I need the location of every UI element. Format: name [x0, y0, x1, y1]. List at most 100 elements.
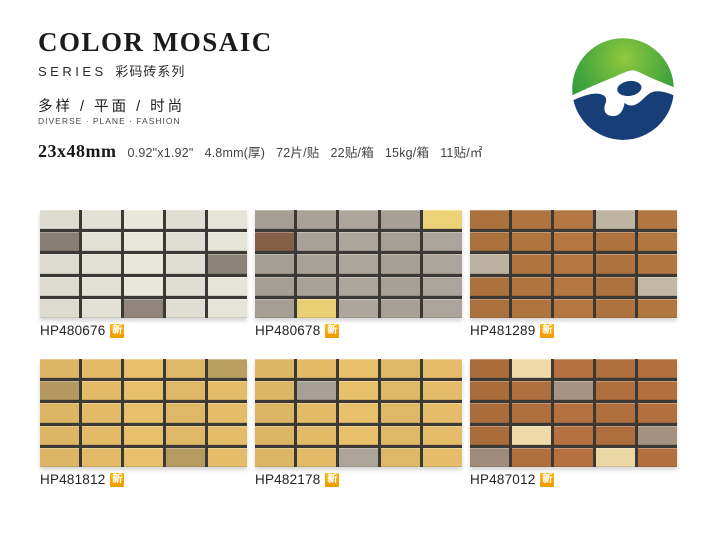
mosaic-tile [82, 381, 121, 401]
mosaic-tile [596, 298, 635, 318]
tagline-en: DIVERSE · PLANE · FASHION [38, 116, 181, 126]
product-code: HP480678 [255, 323, 321, 338]
mosaic-tile [124, 425, 163, 445]
mosaic-tile [470, 359, 509, 379]
mosaic-tile [297, 232, 336, 252]
spec-item: 22贴/箱 [330, 146, 374, 160]
product-code: HP487012 [470, 472, 536, 487]
spec-item: 15kg/箱 [384, 146, 430, 160]
mosaic-tile [40, 425, 79, 445]
mosaic-tile [82, 447, 121, 467]
mosaic-tile [638, 381, 677, 401]
mosaic-tile [470, 425, 509, 445]
new-badge: 新 [110, 323, 125, 338]
mosaic-tile [297, 298, 336, 318]
mosaic-tile [208, 359, 247, 379]
mosaic-tile [40, 403, 79, 423]
series-label: SERIES [38, 64, 107, 79]
mosaic-tile [40, 254, 79, 274]
mosaic-tile [554, 232, 593, 252]
product-caption: HP481289 新 [470, 323, 677, 338]
mosaic-tile [596, 381, 635, 401]
mosaic-tile [82, 210, 121, 230]
mosaic-tile [470, 298, 509, 318]
mosaic-tile [339, 276, 378, 296]
product-code: HP481289 [470, 323, 536, 338]
mosaic-tile [339, 298, 378, 318]
mosaic-tile [255, 381, 294, 401]
mosaic-tile [255, 425, 294, 445]
mosaic-tile [297, 276, 336, 296]
mosaic-tile [339, 254, 378, 274]
mosaic-tile [339, 425, 378, 445]
product-code: HP481812 [40, 472, 106, 487]
new-badge: 新 [540, 323, 555, 338]
mosaic-tile [470, 447, 509, 467]
mosaic-tile [423, 276, 462, 296]
mosaic-tile [423, 359, 462, 379]
product-caption: HP481812 新 [40, 472, 247, 487]
tile-swatch [255, 210, 462, 318]
mosaic-tile [381, 447, 420, 467]
mosaic-tile [423, 254, 462, 274]
mosaic-tile [297, 425, 336, 445]
product-card: HP487012 新 [470, 359, 677, 487]
mosaic-tile [166, 276, 205, 296]
mosaic-tile [166, 425, 205, 445]
mosaic-tile [470, 232, 509, 252]
mosaic-tile [297, 359, 336, 379]
mosaic-tile [554, 359, 593, 379]
mosaic-tile [82, 298, 121, 318]
mosaic-tile [255, 276, 294, 296]
spec-item: 0.92"x1.92" [127, 146, 194, 160]
mosaic-tile [381, 425, 420, 445]
mosaic-tile [297, 210, 336, 230]
mosaic-tile [208, 403, 247, 423]
mosaic-tile [255, 403, 294, 423]
mosaic-tile [638, 359, 677, 379]
mosaic-tile [381, 254, 420, 274]
mosaic-tile [554, 403, 593, 423]
mosaic-tile [255, 232, 294, 252]
mosaic-tile [124, 276, 163, 296]
mosaic-tile [596, 254, 635, 274]
tile-swatch [40, 210, 247, 318]
new-badge: 新 [110, 472, 125, 487]
mosaic-tile [339, 232, 378, 252]
mosaic-tile [208, 232, 247, 252]
mosaic-tile [554, 298, 593, 318]
mosaic-tile [166, 359, 205, 379]
mosaic-tile [512, 276, 551, 296]
product-caption: HP482178 新 [255, 472, 462, 487]
product-card: HP482178 新 [255, 359, 462, 487]
mosaic-tile [208, 276, 247, 296]
mosaic-tile [638, 210, 677, 230]
tile-swatch [470, 210, 677, 318]
mosaic-tile [124, 403, 163, 423]
page-title: COLOR MOSAIC [38, 27, 273, 57]
product-caption: HP480678 新 [255, 323, 462, 338]
mosaic-tile [339, 359, 378, 379]
mosaic-tile [638, 298, 677, 318]
mosaic-tile [208, 381, 247, 401]
mosaic-tile [339, 210, 378, 230]
mosaic-tile [596, 447, 635, 467]
mosaic-tile [166, 210, 205, 230]
mosaic-tile [554, 276, 593, 296]
mosaic-tile [554, 254, 593, 274]
spec-item: 72片/贴 [276, 146, 320, 160]
brand-logo-icon [570, 36, 676, 142]
mosaic-tile [208, 298, 247, 318]
mosaic-tile [554, 381, 593, 401]
mosaic-tile [297, 447, 336, 467]
product-card: HP480676 新 [40, 210, 247, 338]
spec-line: 23x48mm 0.92"x1.92" 4.8mm(厚) 72片/贴 22贴/箱 15k… [38, 141, 483, 162]
mosaic-tile [512, 232, 551, 252]
mosaic-tile [381, 403, 420, 423]
mosaic-tile [381, 359, 420, 379]
mosaic-tile [166, 447, 205, 467]
mosaic-tile [512, 298, 551, 318]
product-caption: HP487012 新 [470, 472, 677, 487]
mosaic-tile [554, 425, 593, 445]
mosaic-tile [124, 447, 163, 467]
